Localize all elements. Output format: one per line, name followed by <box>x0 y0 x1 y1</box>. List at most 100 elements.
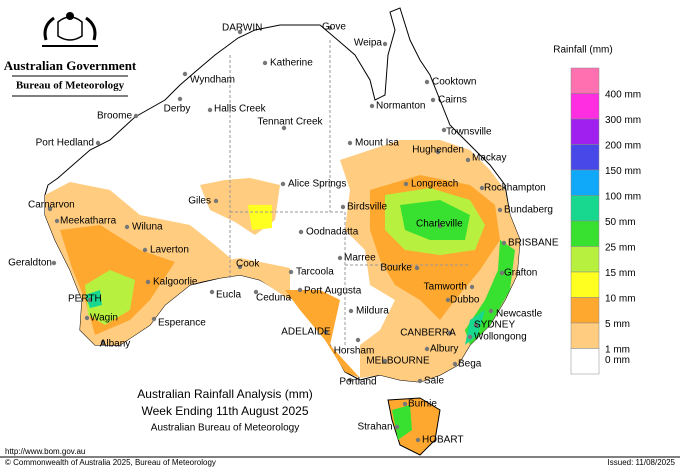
place-dot <box>87 297 93 303</box>
place-dot <box>402 401 408 407</box>
legend-swatch <box>570 144 600 171</box>
place-dot <box>452 361 458 367</box>
bureau-name: Bureau of Meteorology <box>16 80 125 92</box>
place-label: Birdsville <box>347 202 387 213</box>
legend-swatch <box>570 297 600 324</box>
legend-swatch <box>570 93 600 120</box>
place-dot <box>473 322 479 328</box>
legend-label: 400 mm <box>605 90 641 101</box>
legend-swatch <box>570 348 600 375</box>
legend-label: 25 mm <box>605 243 636 254</box>
place-dot <box>403 181 409 187</box>
place-dot <box>213 198 219 204</box>
legend-label: 5 mm <box>605 319 630 330</box>
place-dot <box>51 260 57 266</box>
place-label: Esperance <box>158 318 206 329</box>
place-dot <box>355 337 361 343</box>
place-label: Broome <box>97 111 132 122</box>
place-dot <box>347 377 353 383</box>
place-dot <box>382 358 388 364</box>
place-dot <box>177 96 183 102</box>
government-name: Australian Government <box>4 58 137 73</box>
place-label: Carnarvon <box>28 200 75 211</box>
legend-swatch <box>570 195 600 222</box>
place-label: Mount Isa <box>355 138 399 149</box>
place-label: Oodnadatta <box>306 227 359 238</box>
place-label: MELBOURNE <box>366 356 430 367</box>
place-dot <box>327 25 333 31</box>
legend-label: 1 mm <box>605 345 630 356</box>
place-dot <box>151 316 157 322</box>
place-dot <box>262 60 268 66</box>
place-label: Mildura <box>356 306 389 317</box>
place-dot <box>424 79 430 85</box>
place-dot <box>430 97 436 103</box>
legend-label: 50 mm <box>605 217 636 228</box>
place-dot <box>497 207 503 213</box>
place-dot <box>435 149 441 155</box>
place-dot <box>209 289 215 295</box>
place-label: Albany <box>100 339 131 350</box>
place-dot <box>281 125 287 131</box>
footer-url: http://www.bom.gov.au <box>5 447 85 456</box>
place-label: PERTH <box>68 294 102 305</box>
legend-swatch <box>570 220 600 247</box>
place-label: Geraldton <box>8 258 52 269</box>
place-dot <box>445 297 451 303</box>
place-dot <box>84 315 90 321</box>
place-label: Tamworth <box>424 282 467 293</box>
place-dot <box>237 264 243 270</box>
map-source: Australian Bureau of Meteorology <box>151 423 299 434</box>
legend-swatch <box>570 118 600 145</box>
place-dot <box>133 113 139 119</box>
place-label: Strahan <box>357 422 392 433</box>
legend-label: 15 mm <box>605 268 636 279</box>
place-dot <box>488 308 494 314</box>
place-label: Newcastle <box>496 309 543 320</box>
place-label: Bourke <box>380 263 412 274</box>
place-label: HOBART <box>422 435 464 446</box>
map-subtitle: Week Ending 11th August 2025 <box>141 404 308 418</box>
place-dot <box>145 279 151 285</box>
place-label: Dubbo <box>450 295 480 306</box>
place-dot <box>124 224 130 230</box>
place-label: Tarcoola <box>296 267 334 278</box>
place-dot <box>394 424 400 430</box>
place-label: Grafton <box>504 268 537 279</box>
place-label: Cairns <box>438 95 467 106</box>
legend-swatch <box>570 169 600 196</box>
coat-of-arms <box>42 12 98 47</box>
place-label: Halls Creek <box>214 104 267 115</box>
legend-label: 0 mm <box>605 355 630 366</box>
legend-label: 300 mm <box>605 115 641 126</box>
place-label: Eucla <box>216 290 241 301</box>
place-label: Wyndham <box>190 75 235 86</box>
place-label: Alice Springs <box>288 179 346 190</box>
legend-label: 200 mm <box>605 141 641 152</box>
place-label: Burnie <box>408 399 437 410</box>
footer-issued: Issued: 11/08/2025 <box>608 458 676 467</box>
map-title: Australian Rainfall Analysis (mm) <box>137 387 312 401</box>
legend-label: 10 mm <box>605 294 636 305</box>
place-label: Bundaberg <box>504 205 553 216</box>
place-label: Wollongong <box>474 332 527 343</box>
legend-swatch <box>570 246 600 273</box>
place-dot <box>469 284 475 290</box>
place-label: DARWIN <box>222 23 262 34</box>
legend: 400 mm 300 mm 200 mm 150 mm 100 mm 50 mm 25 mm… <box>570 67 641 375</box>
place-dot <box>298 229 304 235</box>
place-label: Derby <box>164 104 191 115</box>
place-dot <box>501 240 507 246</box>
place-label: Longreach <box>411 179 458 190</box>
place-dot <box>280 181 286 187</box>
place-label: SYDNEY <box>474 320 515 331</box>
place-dot <box>337 255 343 261</box>
place-dot <box>288 269 294 275</box>
place-dot <box>182 71 188 77</box>
place-label: Rockhampton <box>484 183 546 194</box>
place-dot <box>297 287 303 293</box>
footer-copyright: © Commonwealth of Australia 2025, Bureau… <box>5 458 216 467</box>
place-label: Ceduna <box>256 293 291 304</box>
place-label: Horsham <box>334 346 375 357</box>
place-label: Mackay <box>472 153 506 164</box>
